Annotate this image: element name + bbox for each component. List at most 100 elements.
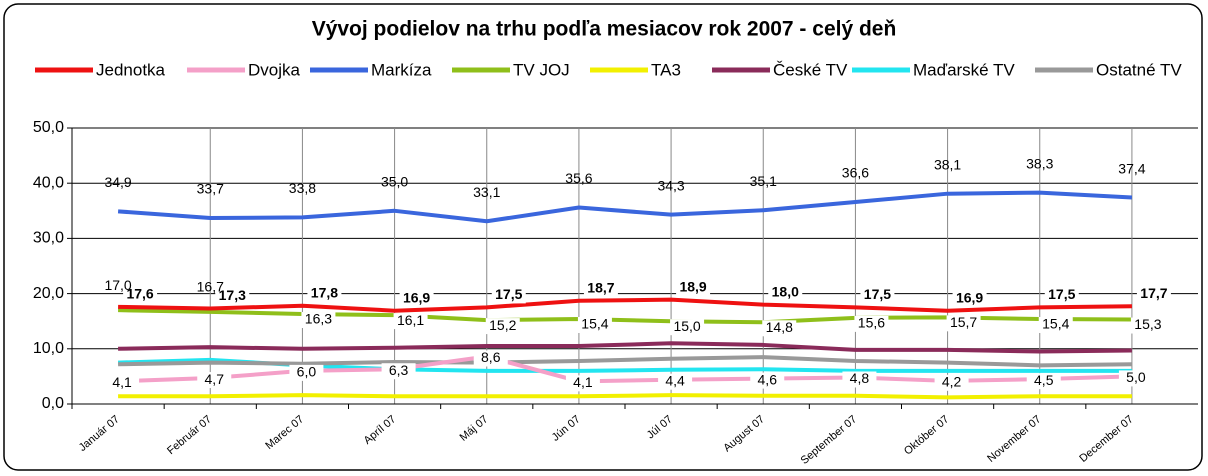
value-label: 6,0: [297, 364, 317, 380]
value-label: 8,6: [481, 349, 501, 365]
value-label-bg: [854, 315, 889, 332]
series-line: [118, 393, 1132, 400]
value-label-bg: [289, 364, 324, 381]
value-label: 15,6: [858, 315, 885, 331]
legend-label: TV JOJ: [513, 60, 570, 79]
value-label-bg: [215, 288, 250, 305]
value-label: 37,4: [1118, 160, 1145, 176]
value-label: 17,3: [219, 287, 246, 303]
value-label: 38,3: [1026, 155, 1053, 171]
value-label: 33,8: [289, 180, 316, 196]
series-line: [118, 341, 1132, 354]
legend-label: Maďarské TV: [913, 60, 1015, 79]
value-label-bg: [577, 316, 612, 333]
value-label: 17,8: [311, 284, 338, 300]
value-label: 18,9: [679, 278, 706, 294]
value-label-bg: [473, 350, 508, 367]
value-label: 6,3: [389, 362, 409, 378]
value-label: 34,3: [657, 177, 684, 193]
value-label-bg: [393, 313, 428, 330]
value-label: 17,6: [126, 286, 153, 302]
value-label: 33,7: [197, 181, 224, 197]
value-label-bg: [768, 284, 803, 301]
value-label-bg: [860, 287, 895, 304]
value-label: 15,4: [1042, 316, 1069, 332]
value-label: 16,1: [397, 312, 424, 328]
value-label: 17,7: [1140, 285, 1167, 301]
value-label-bg: [1118, 370, 1153, 387]
value-label: 17,0: [104, 277, 131, 293]
value-label-bg: [670, 319, 705, 336]
value-label-bg: [1130, 317, 1165, 334]
value-label: 35,6: [565, 170, 592, 186]
value-label: 4,5: [1034, 372, 1054, 388]
value-label: 15,2: [489, 317, 516, 333]
value-label-bg: [105, 375, 140, 392]
value-label: 16,3: [305, 311, 332, 327]
value-label: 4,1: [112, 374, 132, 390]
value-label-bg: [491, 287, 526, 304]
value-label: 15,3: [1134, 316, 1161, 332]
value-label: 17,5: [495, 286, 522, 302]
y-tick-label: 20,0: [33, 285, 64, 302]
value-label-bg: [946, 315, 981, 332]
value-label: 18,0: [772, 283, 799, 299]
value-label-bg: [1038, 316, 1073, 333]
value-label: 18,7: [587, 279, 614, 295]
value-label: 15,4: [581, 316, 608, 332]
legend-label: České TV: [773, 60, 848, 79]
y-tick-label: 0,0: [42, 395, 64, 412]
value-label-bg: [676, 279, 711, 296]
value-label-bg: [762, 320, 797, 337]
value-label-bg: [1026, 373, 1061, 390]
y-tick-label: 10,0: [33, 340, 64, 357]
value-label-bg: [197, 372, 232, 389]
value-label: 16,9: [956, 289, 983, 305]
value-label-bg: [307, 285, 342, 302]
value-label: 15,0: [673, 318, 700, 334]
value-label-bg: [1044, 287, 1079, 304]
legend-label: Markíza: [371, 60, 432, 79]
value-label-bg: [583, 280, 618, 297]
value-label: 4,7: [205, 371, 225, 387]
series-line: [118, 355, 1132, 368]
value-label-bg: [399, 290, 434, 307]
value-label-bg: [301, 312, 336, 329]
value-label: 15,7: [950, 314, 977, 330]
y-tick-label: 40,0: [33, 174, 64, 191]
series-line: [117, 190, 1133, 224]
value-label-bg: [934, 374, 969, 391]
value-label: 36,6: [842, 165, 869, 181]
chart-frame: [3, 3, 1203, 471]
value-label: 16,9: [403, 289, 430, 305]
value-label: 17,5: [1048, 286, 1075, 302]
value-label: 14,8: [766, 319, 793, 335]
legend-label: TA3: [651, 60, 681, 79]
value-label-bg: [842, 371, 877, 388]
legend-label: Ostatné TV: [1096, 60, 1182, 79]
series-line: [118, 297, 1132, 313]
y-tick-label: 30,0: [33, 230, 64, 247]
value-label: 35,1: [750, 173, 777, 189]
value-label: 4,8: [850, 370, 870, 386]
legend-label: Jednotka: [96, 60, 166, 79]
value-label-bg: [1136, 286, 1171, 303]
value-label-bg: [485, 318, 520, 335]
value-label-bg: [952, 290, 987, 307]
value-label: 34,9: [104, 174, 131, 190]
chart-title: Vývoj podielov na trhu podľa mesiacov ro…: [312, 18, 897, 41]
y-tick-label: 50,0: [33, 119, 64, 136]
value-label-bg: [658, 373, 693, 390]
value-label: 4,6: [758, 371, 778, 387]
value-label-bg: [750, 372, 785, 389]
value-label-bg: [565, 375, 600, 392]
value-label: 4,2: [942, 374, 962, 390]
value-label: 4,1: [573, 374, 593, 390]
value-label: 16,7: [197, 279, 224, 295]
value-label: 38,1: [934, 156, 961, 172]
value-label: 33,1: [473, 184, 500, 200]
value-label: 35,0: [381, 174, 408, 190]
value-label: 17,5: [864, 286, 891, 302]
value-label-bg: [381, 363, 416, 380]
